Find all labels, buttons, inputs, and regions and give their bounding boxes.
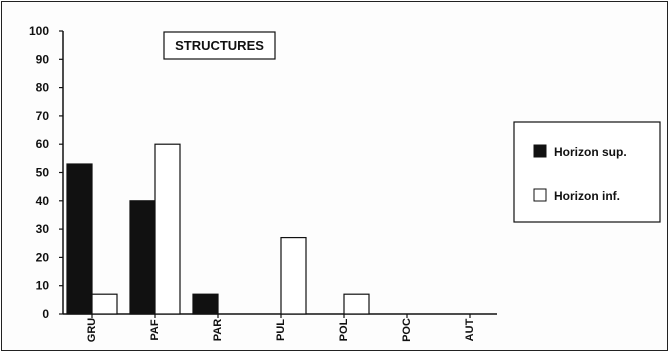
- x-tick-label-poc: POC: [401, 318, 413, 342]
- x-tick-label-par: PAR: [212, 319, 224, 341]
- x-tick-label-paf: PAF: [149, 319, 161, 340]
- y-tick-label: 0: [42, 307, 49, 321]
- bar-horizon-inf-gru: [91, 293, 118, 315]
- x-tick-label-aut: AUT: [464, 318, 476, 341]
- legend: Horizon sup. Horizon inf.: [513, 121, 661, 223]
- bar-horizon-sup-gru: [66, 163, 93, 315]
- y-tick-label: 30: [36, 222, 50, 236]
- axes: 0 10 20 30 40 50 60 70 80 90 100: [29, 24, 497, 321]
- y-tick-label: 100: [29, 24, 49, 38]
- y-tick-label: 90: [36, 52, 50, 66]
- y-tick-label: 80: [36, 81, 50, 95]
- x-tick-label-gru: GRU: [86, 318, 98, 343]
- y-tick-label: 50: [36, 166, 50, 180]
- legend-swatch-horizon-inf: [533, 188, 547, 202]
- bar-horizon-inf-pul: [280, 236, 307, 315]
- bars: [66, 143, 370, 315]
- legend-label-horizon-sup: Horizon sup.: [554, 145, 627, 159]
- chart-title-box: [163, 31, 276, 60]
- legend-swatch-horizon-sup: [533, 144, 547, 158]
- y-tick-label: 10: [36, 279, 50, 293]
- bar-horizon-sup-par: [192, 293, 219, 315]
- y-tick-label: 70: [36, 109, 50, 123]
- y-tick-label: 60: [36, 137, 50, 151]
- bar-horizon-inf-pol: [343, 293, 370, 315]
- bar-horizon-inf-paf: [154, 143, 181, 315]
- y-tick-label: 20: [36, 250, 50, 264]
- chart-title: STRUCTURES: [175, 38, 264, 53]
- legend-label-horizon-inf: Horizon inf.: [554, 189, 620, 203]
- bar-horizon-sup-paf: [129, 200, 156, 315]
- category-labels: GRU PAF PAR PUL POL POC AUT: [86, 318, 476, 343]
- legend-box: [513, 121, 661, 223]
- y-tick-label: 40: [36, 194, 50, 208]
- x-tick-label-pul: PUL: [275, 319, 287, 341]
- x-tick-label-pol: POL: [338, 318, 350, 341]
